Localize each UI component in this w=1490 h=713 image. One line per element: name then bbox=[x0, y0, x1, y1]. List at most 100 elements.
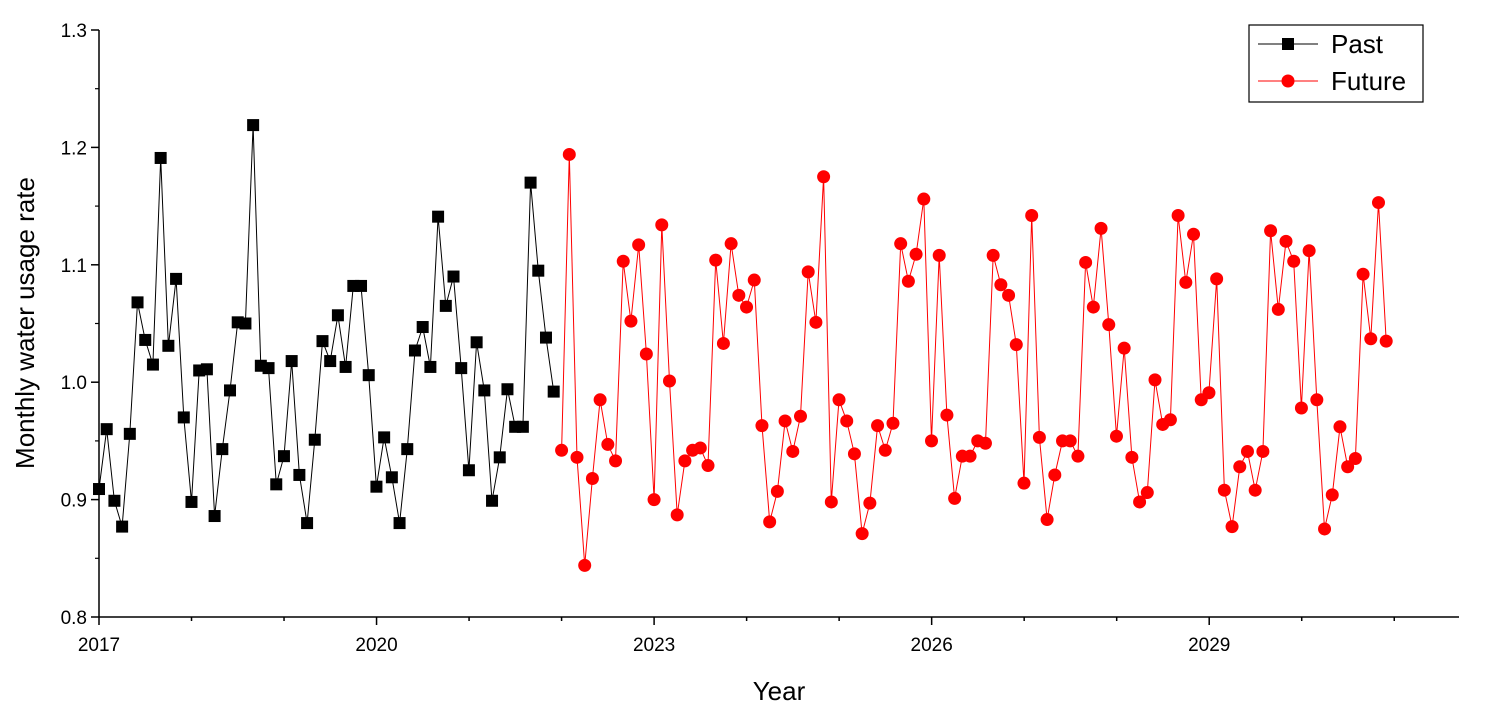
data-point bbox=[986, 248, 1000, 262]
data-point bbox=[1094, 221, 1108, 235]
data-point bbox=[432, 210, 445, 223]
data-point bbox=[170, 272, 183, 285]
data-point bbox=[763, 515, 777, 529]
data-point bbox=[1379, 334, 1393, 348]
data-point bbox=[570, 450, 584, 464]
x-tick-label: 2017 bbox=[78, 635, 120, 656]
y-axis-title: Monthly water usage rate bbox=[10, 177, 40, 469]
data-point bbox=[1063, 434, 1077, 448]
data-point bbox=[316, 335, 329, 348]
x-tick-label: 2029 bbox=[1188, 635, 1230, 656]
data-point bbox=[370, 480, 383, 493]
x-tick-label: 2023 bbox=[633, 635, 675, 656]
data-point bbox=[1040, 513, 1054, 527]
data-point bbox=[940, 408, 954, 422]
data-point bbox=[1079, 255, 1093, 269]
x-tick-label: 2026 bbox=[911, 635, 953, 656]
data-point bbox=[547, 385, 560, 398]
data-point bbox=[1163, 413, 1177, 427]
data-point bbox=[208, 510, 221, 523]
data-point bbox=[1233, 460, 1247, 474]
data-point bbox=[948, 491, 962, 505]
data-point bbox=[1302, 244, 1316, 258]
data-point bbox=[277, 450, 290, 463]
data-point bbox=[539, 331, 552, 344]
data-point bbox=[1356, 267, 1370, 281]
data-point bbox=[878, 443, 892, 457]
data-point bbox=[670, 508, 684, 522]
data-point bbox=[1202, 386, 1216, 400]
y-tick-label: 1.3 bbox=[61, 21, 87, 42]
data-point bbox=[1225, 520, 1239, 534]
data-point bbox=[1032, 430, 1046, 444]
data-point bbox=[401, 443, 414, 456]
data-point bbox=[1133, 495, 1147, 509]
data-point bbox=[562, 147, 576, 161]
data-point bbox=[516, 420, 529, 433]
data-point bbox=[978, 436, 992, 450]
data-point bbox=[1109, 429, 1123, 443]
data-point bbox=[139, 333, 152, 346]
data-point bbox=[863, 496, 877, 510]
data-point bbox=[1333, 420, 1347, 434]
data-point bbox=[1271, 302, 1285, 316]
data-point bbox=[1009, 338, 1023, 352]
data-point bbox=[1210, 272, 1224, 286]
data-point bbox=[93, 483, 105, 496]
data-point bbox=[925, 434, 939, 448]
data-point bbox=[270, 478, 283, 491]
data-point bbox=[840, 414, 854, 428]
data-point bbox=[416, 321, 429, 334]
data-point bbox=[963, 449, 977, 463]
data-point bbox=[1348, 452, 1362, 466]
data-point bbox=[793, 409, 807, 423]
data-point bbox=[786, 444, 800, 458]
data-point bbox=[724, 237, 738, 251]
data-point bbox=[1025, 208, 1039, 222]
data-point bbox=[131, 296, 144, 309]
data-point bbox=[894, 237, 908, 251]
x-axis-title: Year bbox=[753, 676, 806, 706]
data-point bbox=[1325, 488, 1339, 502]
data-point bbox=[909, 247, 923, 261]
data-point bbox=[747, 273, 761, 287]
legend-marker-future bbox=[1281, 74, 1295, 88]
data-point bbox=[678, 454, 692, 468]
data-point bbox=[732, 288, 746, 302]
data-point bbox=[493, 451, 506, 464]
data-point bbox=[770, 484, 784, 498]
data-point bbox=[378, 431, 391, 444]
data-point bbox=[693, 441, 707, 455]
data-point bbox=[424, 360, 437, 373]
data-point bbox=[1341, 460, 1355, 474]
data-point bbox=[1187, 227, 1201, 241]
y-tick-label: 1.1 bbox=[61, 256, 87, 277]
data-point bbox=[917, 192, 931, 206]
data-point bbox=[701, 459, 715, 473]
data-point bbox=[847, 447, 861, 461]
data-point bbox=[632, 238, 646, 252]
data-point bbox=[301, 517, 314, 530]
data-point bbox=[655, 218, 669, 232]
y-tick-label: 0.8 bbox=[61, 608, 87, 629]
data-point bbox=[1256, 444, 1270, 458]
data-point bbox=[1248, 483, 1262, 497]
data-point bbox=[262, 362, 275, 375]
data-point bbox=[247, 119, 260, 132]
data-point bbox=[1171, 208, 1185, 222]
legend-box bbox=[1248, 24, 1424, 103]
data-point bbox=[470, 336, 483, 349]
data-point bbox=[1048, 468, 1062, 482]
data-point bbox=[1148, 373, 1162, 387]
data-point bbox=[609, 454, 623, 468]
data-point bbox=[455, 362, 468, 375]
data-point bbox=[1179, 275, 1193, 289]
legend-marker-past bbox=[1282, 38, 1294, 50]
data-point bbox=[408, 344, 421, 357]
data-point bbox=[1117, 341, 1131, 355]
data-point bbox=[578, 558, 592, 572]
data-point bbox=[740, 300, 754, 314]
data-point bbox=[1140, 486, 1154, 500]
data-point bbox=[285, 355, 298, 368]
data-point bbox=[1125, 450, 1139, 464]
